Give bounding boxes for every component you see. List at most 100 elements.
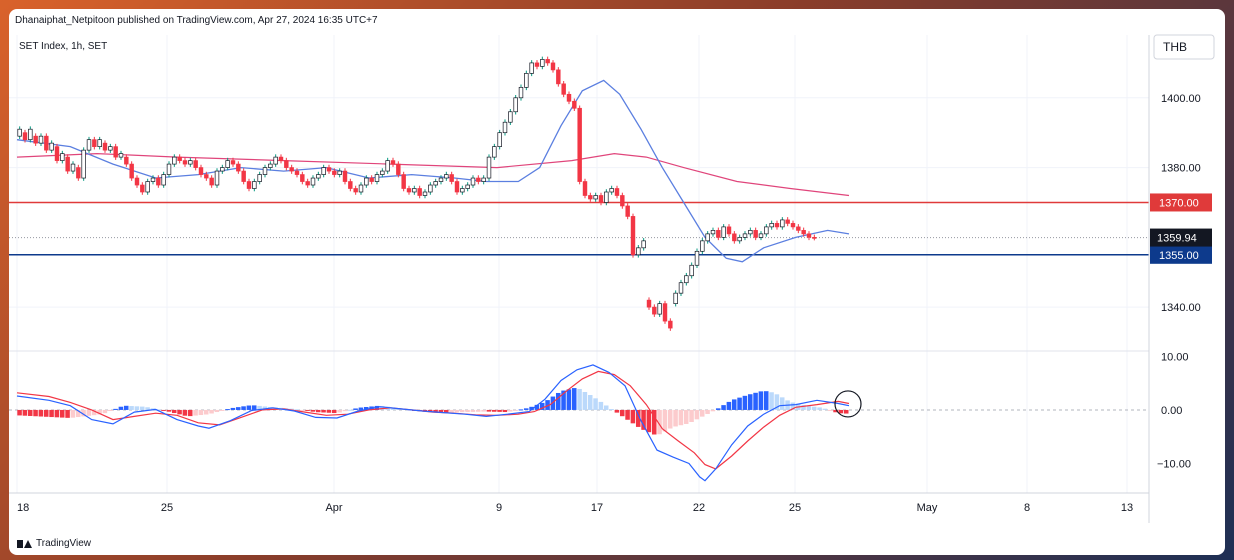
- macd-hist-bar: [619, 409, 625, 417]
- macd-hist-bar: [737, 397, 742, 410]
- macd-hist-bar: [118, 406, 124, 410]
- candle-body: [316, 174, 321, 179]
- candle-body: [550, 62, 556, 71]
- candle-body: [476, 177, 481, 182]
- macd-hist-bar: [353, 408, 358, 410]
- macd-hist-bar: [299, 409, 305, 411]
- candle-body: [214, 170, 220, 186]
- macd-hist-bar: [54, 409, 60, 418]
- date-tick-label: 13: [1121, 502, 1133, 514]
- macd-hist-bar: [646, 409, 652, 433]
- candle-body: [70, 163, 76, 172]
- price-tick-label: 1380.00: [1161, 163, 1201, 175]
- candle-body: [497, 132, 502, 147]
- candle-body: [796, 226, 801, 231]
- candle-body: [193, 160, 198, 168]
- candle-body: [300, 174, 305, 182]
- ma-fast: [16, 79, 850, 263]
- macd-hist-bar: [91, 409, 97, 416]
- candle-body: [780, 219, 785, 228]
- candle-body: [284, 160, 289, 168]
- candle-body: [636, 247, 641, 256]
- macd-hist-bar: [806, 406, 812, 410]
- macd-hist-bar: [289, 408, 294, 410]
- macd-hist-bar: [838, 409, 844, 414]
- candle-body: [28, 128, 33, 141]
- candle-body: [44, 135, 49, 151]
- candle-body: [321, 167, 326, 175]
- macd-hist-bar: [251, 405, 257, 410]
- macd-hist-bar: [294, 409, 300, 411]
- candle-body: [684, 275, 689, 284]
- macd-hist-bar: [315, 409, 321, 413]
- currency-label: THB: [1163, 40, 1187, 54]
- currency-box[interactable]: THB: [1153, 34, 1215, 60]
- macd-hist-bar: [65, 409, 70, 418]
- candle-body: [577, 107, 582, 182]
- macd-hist-bar: [459, 409, 465, 413]
- macd-hist-bar: [342, 409, 348, 412]
- candle-body: [198, 167, 204, 175]
- candle-body: [396, 163, 401, 175]
- candle-body: [673, 292, 678, 304]
- candle-body: [529, 62, 534, 74]
- macd-hist-bar: [438, 409, 444, 413]
- candle-body: [790, 223, 796, 228]
- macd-hist-bar: [747, 394, 753, 410]
- candle-body: [630, 216, 636, 256]
- macd-hist-bar: [182, 409, 188, 416]
- candle-body: [572, 100, 577, 109]
- macd-hist-bar: [150, 408, 156, 410]
- candle-body: [38, 135, 44, 144]
- macd-hist-bar: [523, 408, 529, 410]
- macd-hist-bar: [758, 391, 764, 410]
- date-tick-label: 9: [496, 502, 502, 514]
- macd-hist-bar: [33, 409, 38, 417]
- candle-body: [545, 59, 550, 64]
- candle-body: [268, 163, 273, 168]
- macd-hist-bar: [363, 406, 369, 410]
- candle-body: [337, 170, 342, 175]
- candle-body: [609, 188, 614, 193]
- macd-hist-bar: [769, 392, 774, 410]
- date-tick-label: 25: [789, 502, 801, 514]
- macd-hist-bar: [331, 409, 337, 414]
- macd-hist-bar: [481, 409, 486, 412]
- macd-tick-label: 0.00: [1161, 405, 1182, 417]
- candle-body: [524, 73, 529, 88]
- level-label-bg: [1150, 245, 1212, 264]
- macd-hist-bar: [593, 398, 598, 410]
- macd-hist-bar: [113, 408, 118, 410]
- macd-hist-bar: [171, 409, 177, 414]
- macd-hist-bar: [667, 409, 673, 429]
- macd-hist-bar: [219, 409, 225, 411]
- candle-body: [140, 184, 145, 193]
- macd-hist-bar: [742, 395, 748, 410]
- candle-body: [369, 177, 374, 182]
- macd-hist-bar: [843, 409, 849, 414]
- tradingview-footer[interactable]: TradingView: [17, 538, 91, 549]
- candle-body: [689, 264, 694, 277]
- candle-body: [769, 223, 774, 228]
- macd-hist-bar: [571, 388, 577, 410]
- ma-slow: [16, 152, 850, 197]
- candle-body: [774, 223, 780, 228]
- candle-body: [737, 237, 742, 242]
- candle-body: [102, 142, 108, 151]
- macd-hist-bar: [598, 401, 604, 410]
- macd-hist-bar: [475, 409, 481, 412]
- macd-hist-bar: [641, 409, 646, 430]
- candle-body: [22, 132, 28, 141]
- candle-body: [172, 156, 177, 165]
- macd-hist-bar: [518, 409, 524, 411]
- candle-body: [694, 250, 700, 266]
- candle-body: [753, 230, 758, 238]
- candle-body: [465, 184, 470, 189]
- date-tick-label: May: [917, 502, 938, 514]
- candle-body: [540, 59, 545, 67]
- macd-hist-bar: [555, 392, 561, 410]
- macd-hist-bar: [86, 409, 92, 416]
- macd-hist-bar: [587, 395, 593, 410]
- candle-body: [422, 191, 428, 196]
